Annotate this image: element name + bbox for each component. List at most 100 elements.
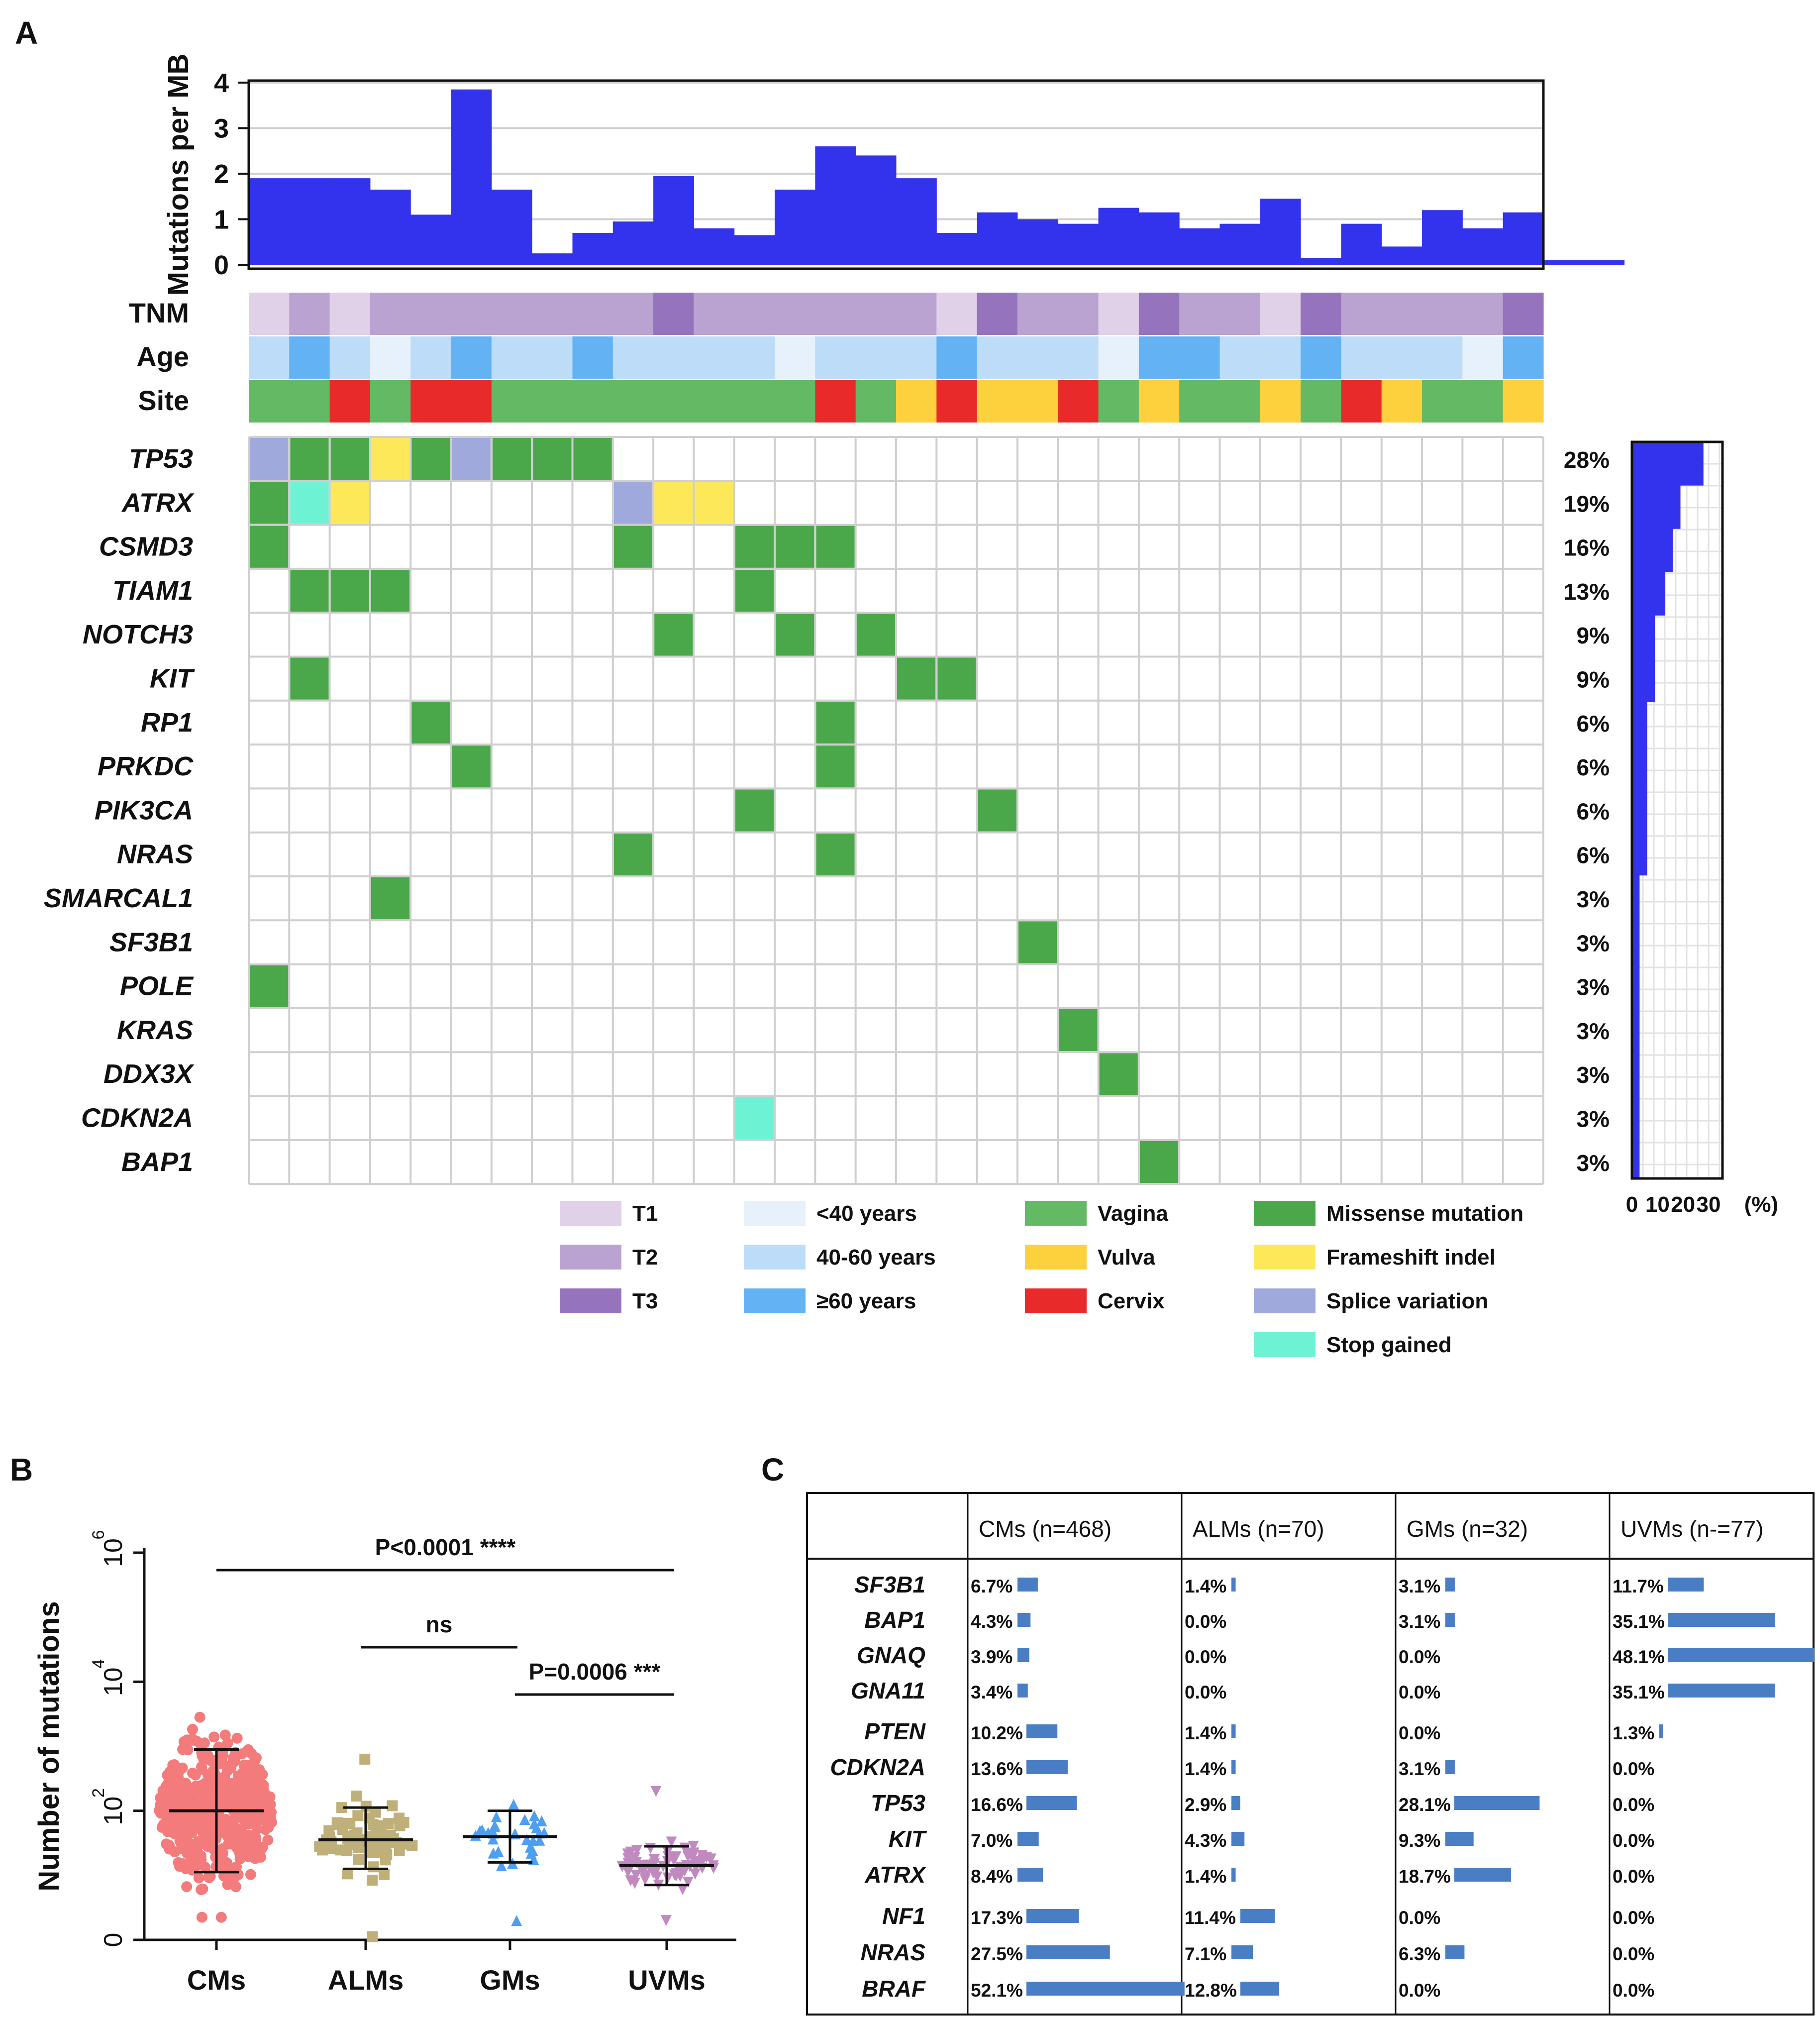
gene-label: ATRX <box>121 488 195 518</box>
table-column-header: UVMs (n-=77) <box>1620 1516 1764 1542</box>
scatter-y-tick-label: 0 <box>99 1933 128 1947</box>
mutation-cell <box>654 614 693 656</box>
clinical-cell-site <box>694 380 735 423</box>
clinical-cell-tnm <box>694 293 735 335</box>
clinical-cell-site <box>1219 380 1261 423</box>
mutation-burden-bar <box>1260 199 1301 265</box>
clinical-cell-tnm <box>612 293 654 335</box>
mutation-cell <box>695 482 733 524</box>
scatter-point <box>193 1872 204 1884</box>
clinical-cell-tnm <box>1422 293 1463 335</box>
table-value-bar <box>1240 1909 1275 1923</box>
gene-label: KIT <box>150 664 195 694</box>
scatter-point <box>186 1862 198 1873</box>
significance-label: ns <box>426 1611 453 1637</box>
scatter-point <box>488 1847 499 1859</box>
table-value: 3.4% <box>971 1682 1012 1702</box>
clinical-cell-tnm <box>936 293 978 335</box>
gene-label: SF3B1 <box>109 927 193 957</box>
table-value: 8.4% <box>971 1866 1012 1887</box>
clinical-cell-age <box>1138 336 1180 379</box>
scatter-point <box>161 1823 172 1834</box>
scatter-point <box>487 1833 499 1845</box>
scatter-point <box>215 1912 227 1923</box>
clinical-cell-site <box>1179 380 1220 423</box>
gene-label: CSMD3 <box>99 532 193 562</box>
table-gene-label: GNAQ <box>857 1642 925 1668</box>
table-value: 0.0% <box>1185 1682 1226 1702</box>
gene-frequency-chart: 0 10 20 30 (%) <box>1626 440 1778 1217</box>
table-value: 1.3% <box>1613 1723 1654 1743</box>
gene-percent-label: 6% <box>1577 843 1610 868</box>
scatter-point <box>243 1818 255 1829</box>
gene-percent-label: 13% <box>1564 579 1610 605</box>
gene-frequency-bar <box>1632 442 1704 486</box>
mutation-burden-bar <box>694 228 735 265</box>
scatter-point <box>169 1759 180 1770</box>
scatter-point <box>202 1792 214 1803</box>
mutation-cell <box>533 438 572 480</box>
scatter-point <box>660 1915 672 1926</box>
gene-frequency-bar <box>1632 1135 1640 1179</box>
table-value-bar <box>1017 1832 1039 1846</box>
scatter-y-tick-exponent: 6 <box>89 1530 108 1540</box>
mutation-cell <box>735 1097 774 1139</box>
scatter-point <box>344 1839 355 1850</box>
mutation-cell <box>371 569 410 612</box>
legend-label-site: Vulva <box>1098 1245 1155 1270</box>
clinical-cell-tnm <box>734 293 775 335</box>
clinical-cell-tnm <box>329 293 371 335</box>
table-gene-label: NF1 <box>882 1903 925 1929</box>
scatter-point <box>387 1800 398 1811</box>
gene-percent-label: 9% <box>1577 667 1610 693</box>
scatter-point <box>668 1854 679 1866</box>
table-value: 12.8% <box>1185 1980 1237 2001</box>
scatter-point <box>342 1868 353 1880</box>
scatter-point <box>675 1870 686 1881</box>
oncoprint-grid: TP53 28% ATRX 19% CSMD3 16% TIAM1 13% NOTCH3 9% KI… <box>44 436 1610 1185</box>
mutation-cell <box>411 701 450 744</box>
scatter-point <box>228 1792 239 1803</box>
scatter-point <box>406 1840 418 1851</box>
clinical-cell-site <box>410 380 452 423</box>
mutation-cell <box>452 745 491 788</box>
scatter-category-label: ALMs <box>328 1964 404 1996</box>
table-value-bar <box>1017 1868 1043 1882</box>
table-value-bar <box>1017 1684 1028 1698</box>
table-value-bar <box>1231 1724 1236 1738</box>
clinical-cell-site <box>1098 380 1139 423</box>
table-column-header: GMs (n=32) <box>1407 1516 1528 1542</box>
clinical-cell-age <box>734 336 775 379</box>
clinical-cell-tnm <box>1462 293 1504 335</box>
gene-percent-label: 3% <box>1577 1150 1610 1176</box>
bar-y-tick-label: 1 <box>214 205 229 235</box>
scatter-point <box>631 1857 642 1868</box>
clinical-cell-age <box>532 336 573 379</box>
mutation-cell <box>1139 1141 1179 1183</box>
table-value-bar <box>1445 1760 1455 1774</box>
table-gene-label: CDKN2A <box>830 1754 925 1780</box>
gene-percent-label: 3% <box>1577 1062 1610 1088</box>
clinical-cell-tnm <box>977 293 1018 335</box>
clinical-cell-tnm <box>249 293 290 335</box>
table-value-bar <box>1659 1724 1663 1738</box>
clinical-cell-tnm <box>572 293 613 335</box>
table-value-bar <box>1240 1982 1280 1996</box>
scatter-point <box>645 1843 656 1854</box>
legend-swatch-site <box>1025 1288 1087 1313</box>
clinical-cell-age <box>410 336 452 379</box>
gene-label: TIAM1 <box>112 576 193 606</box>
clinical-cell-tnm <box>1381 293 1422 335</box>
mutation-burden-bar <box>1058 223 1099 265</box>
clinical-cell-site <box>936 380 978 423</box>
table-value: 16.6% <box>971 1795 1023 1815</box>
scatter-point <box>187 1723 198 1735</box>
table-value: 7.0% <box>971 1830 1012 1851</box>
clinical-cell-site <box>612 380 654 423</box>
clinical-cell-tnm <box>1017 293 1058 335</box>
table-gene-label: BAP1 <box>864 1607 925 1633</box>
scatter-point <box>236 1748 248 1760</box>
scatter-point <box>187 1800 199 1811</box>
scatter-point <box>176 1838 187 1850</box>
